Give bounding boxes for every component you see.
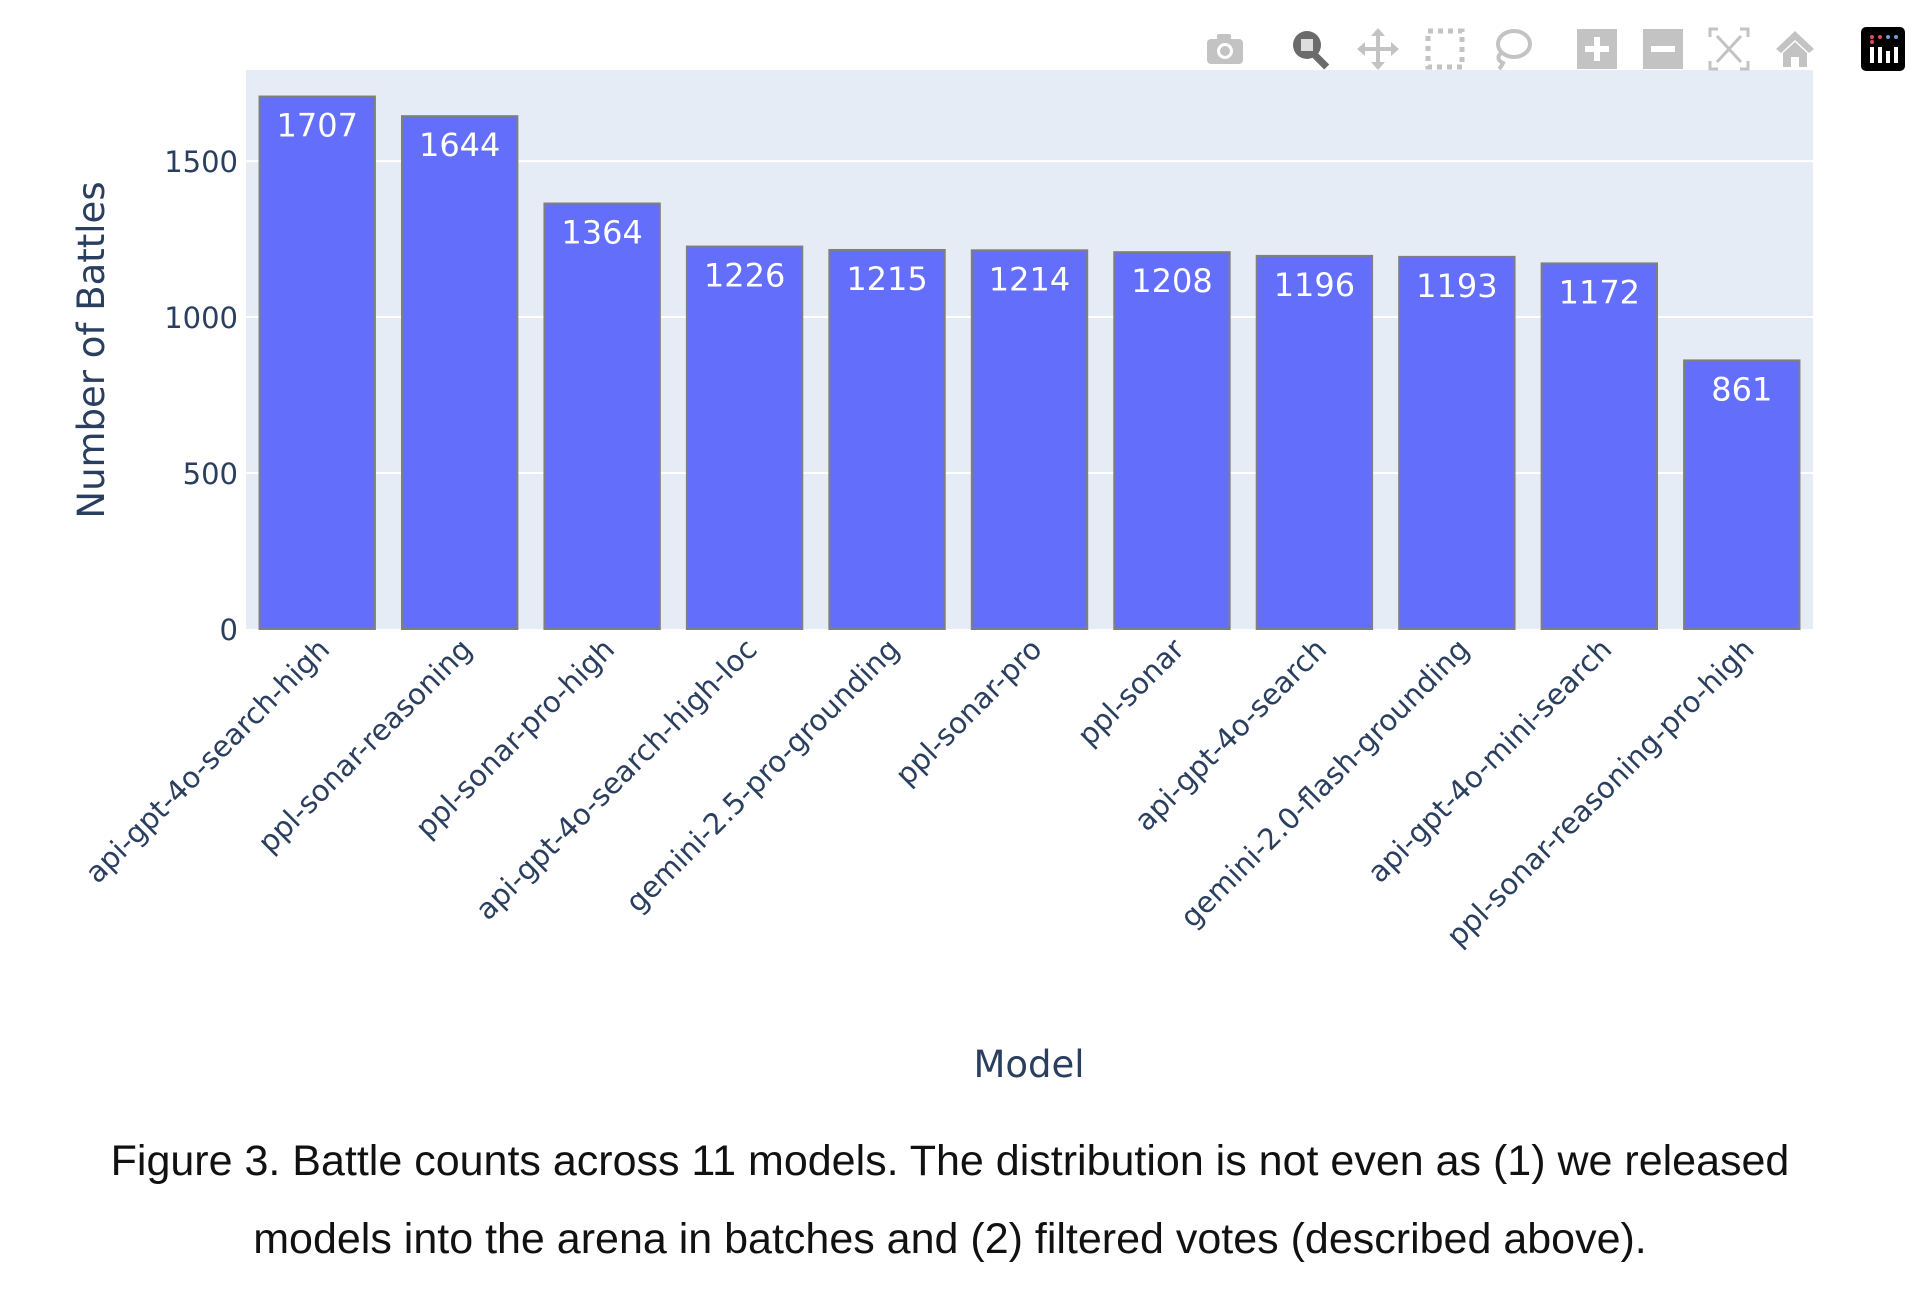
x-tick-label: api-gpt-4o-search-high <box>78 632 336 890</box>
plotly-logo-icon[interactable] <box>1860 26 1906 72</box>
x-tick-label: gemini-2.5-pro-grounding <box>619 632 906 919</box>
bar-value-label: 1172 <box>1559 273 1640 311</box>
modebar <box>1190 26 1920 72</box>
y-tick-label: 1500 <box>164 145 238 179</box>
bar-value-label: 861 <box>1711 370 1772 408</box>
reset-axes-home-icon[interactable] <box>1772 26 1818 72</box>
x-tick-labels: api-gpt-4o-search-high ppl-sonar-reasonin… <box>78 632 1760 953</box>
x-tick-label: gemini-2.0-flash-grounding <box>1174 632 1476 934</box>
bar <box>1255 254 1374 630</box>
x-tick-label: api-gpt-4o-mini-search <box>1361 632 1618 889</box>
figure-caption: Figure 3. Battle counts across 11 models… <box>0 1122 1900 1278</box>
bar-value-label: 1644 <box>419 126 500 164</box>
bar <box>258 95 376 630</box>
lasso-select-icon[interactable] <box>1488 26 1534 72</box>
zoom-out-icon[interactable] <box>1640 26 1686 72</box>
bar <box>543 202 661 630</box>
y-tick-label: 0 <box>220 613 238 647</box>
bar-value-label: 1226 <box>704 257 785 295</box>
pan-icon[interactable] <box>1355 26 1401 72</box>
bar <box>828 248 946 630</box>
x-tick-label: ppl-sonar <box>1071 632 1191 752</box>
bar-value-label: 1707 <box>277 107 358 145</box>
zoom-icon[interactable] <box>1288 26 1334 72</box>
y-tick-labels: 0 500 1000 1500 <box>164 145 238 647</box>
bar-value-label: 1364 <box>561 214 642 252</box>
bar <box>1398 255 1516 630</box>
bar-value-label: 1214 <box>989 260 1070 298</box>
x-tick-label: api-gpt-4o-search-high-loc <box>469 632 764 927</box>
x-axis-title: Model <box>973 1043 1084 1086</box>
bar-value-label: 1196 <box>1274 266 1355 304</box>
zoom-in-icon[interactable] <box>1574 26 1620 72</box>
bar <box>970 249 1089 630</box>
x-tick-label: ppl-sonar-pro <box>888 632 1048 792</box>
caption-line-2: models into the arena in batches and (2)… <box>253 1215 1647 1263</box>
camera-icon[interactable] <box>1202 26 1248 72</box>
bar <box>1540 262 1659 630</box>
bar-chart: 1707 1644 1364 1226 1215 1214 1208 1196 1193 1172… <box>70 70 1813 1086</box>
x-tick-label: ppl-sonar-reasoning-pro-high <box>1440 632 1761 953</box>
bar-value-label: 1193 <box>1416 267 1497 305</box>
bar <box>1683 359 1801 630</box>
bars: 1707 1644 1364 1226 1215 1214 1208 1196 1193 1172… <box>258 95 1801 631</box>
autoscale-icon[interactable] <box>1706 26 1752 72</box>
bar-value-label: 1215 <box>846 260 927 298</box>
bar <box>685 245 804 631</box>
bar <box>400 115 519 630</box>
y-tick-label: 500 <box>183 457 238 491</box>
box-select-icon[interactable] <box>1422 26 1468 72</box>
y-tick-label: 1000 <box>164 301 238 335</box>
caption-line-1: Figure 3. Battle counts across 11 models… <box>110 1137 1790 1185</box>
y-axis-title: Number of Battles <box>70 181 113 518</box>
bar <box>1113 251 1231 630</box>
bar-value-label: 1208 <box>1131 262 1212 300</box>
